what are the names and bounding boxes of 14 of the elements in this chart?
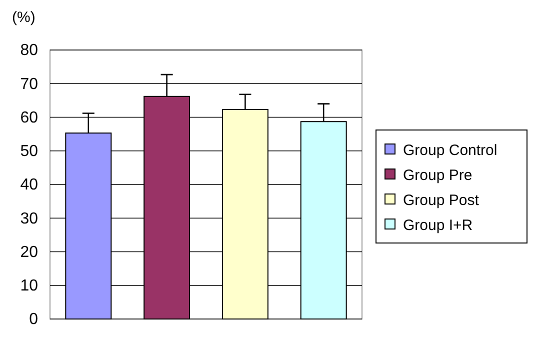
legend-label: Group I+R [403,217,473,234]
y-tick-label: 60 [20,109,38,126]
y-axis-title: (%) [12,9,36,26]
y-tick-label: 10 [20,277,38,294]
legend-label: Group Post [403,192,480,209]
legend-label: Group Pre [403,167,472,184]
y-tick-label: 30 [20,210,38,228]
y-tick-label: 20 [20,244,38,261]
y-tick-label: 0 [29,311,38,328]
y-tick-label: 70 [20,76,38,93]
legend-label: Group Control [403,142,498,159]
y-tick-label: 80 [20,42,38,60]
y-tick-label: 50 [20,142,38,160]
y-tick-label: 40 [20,176,38,194]
